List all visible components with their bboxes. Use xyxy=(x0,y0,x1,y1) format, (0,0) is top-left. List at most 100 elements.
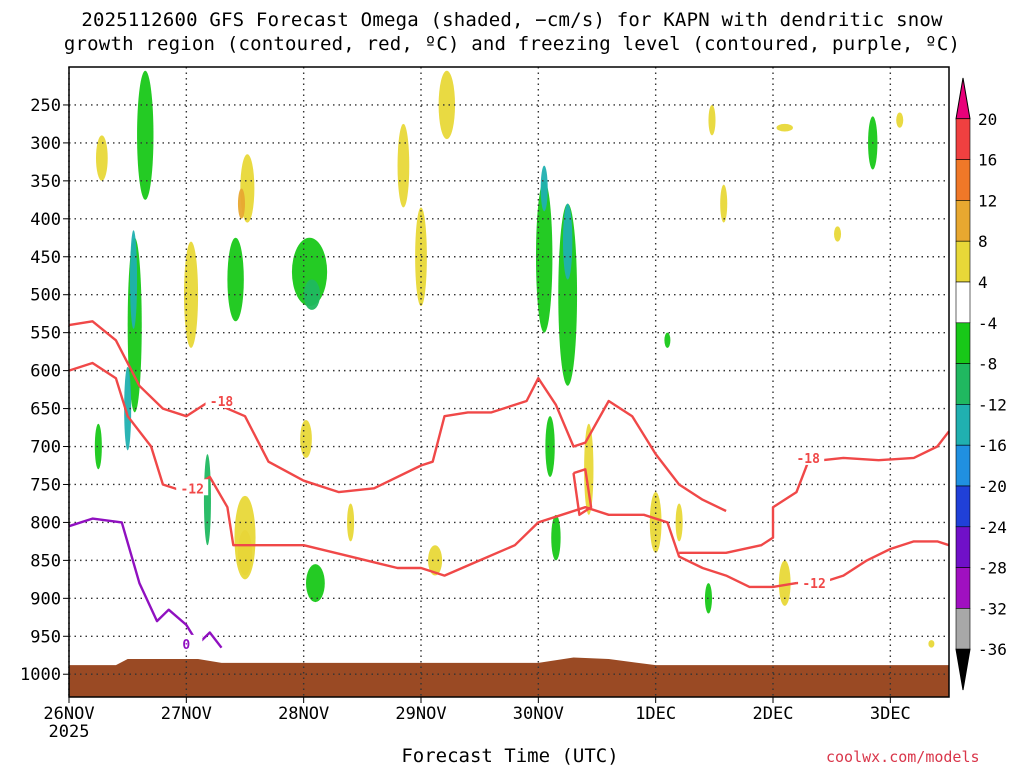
credit-link[interactable]: coolwx.com/models xyxy=(826,748,980,766)
contour-label-bg xyxy=(792,448,825,465)
ground-terrain xyxy=(69,657,949,697)
colorbar-swatch xyxy=(955,485,971,528)
colorbar-label: -8 xyxy=(978,355,997,374)
colorbar-swatch xyxy=(955,567,971,609)
colorbar-swatch xyxy=(955,322,971,364)
colorbar-swatch xyxy=(955,281,971,324)
colorbar-swatch xyxy=(955,608,971,650)
omega-shade-36 xyxy=(776,123,793,132)
chart-title-line2: growth region (contoured, red, ºC) and f… xyxy=(63,33,961,55)
contour-line-3 xyxy=(679,430,950,554)
colorbar-swatch xyxy=(955,444,971,487)
contour-label: -18 xyxy=(210,395,234,410)
y-tick-label: 750 xyxy=(30,475,61,495)
contour-label-bg xyxy=(170,634,203,651)
contour-label: 0 xyxy=(182,638,190,653)
y-tick-label: 250 xyxy=(30,96,61,116)
omega-shade-35 xyxy=(778,560,791,606)
y-tick-label: 400 xyxy=(30,210,61,230)
colorbar-swatch xyxy=(955,200,971,242)
omega-shade-26 xyxy=(545,416,555,477)
omega-shade-15 xyxy=(306,564,325,603)
contour-line-4 xyxy=(572,468,593,516)
x-tick-label: 3DEC xyxy=(870,704,911,724)
omega-shade-25 xyxy=(540,165,548,212)
y-tick-label: 500 xyxy=(30,286,61,306)
colorbar-bottom-arrow xyxy=(955,648,971,691)
omega-shade-28 xyxy=(551,514,561,561)
colorbar-label: -28 xyxy=(978,559,1007,578)
colorbar-label: -32 xyxy=(978,599,1007,618)
colorbar-swatch xyxy=(955,363,971,405)
y-tick-label: 950 xyxy=(30,627,61,647)
x-year-label: 2025 xyxy=(49,722,90,742)
y-tick-label: 850 xyxy=(30,551,61,571)
contour-label-bg xyxy=(205,391,238,408)
colorbar-label: -36 xyxy=(978,640,1007,659)
omega-shade-12 xyxy=(234,495,256,580)
colorbar-swatch xyxy=(955,526,971,568)
y-tick-label: 300 xyxy=(30,134,61,154)
colorbar-label: -16 xyxy=(978,436,1007,455)
omega-shade-23 xyxy=(558,203,578,386)
colorbar-swatch xyxy=(955,118,971,160)
omega-shade-5 xyxy=(94,423,102,470)
omega-shade-10 xyxy=(203,454,211,546)
y-tick-label: 650 xyxy=(30,400,61,420)
omega-shade-30 xyxy=(675,503,683,542)
colorbar-label: 12 xyxy=(978,191,997,210)
colorbar-label: -20 xyxy=(978,477,1007,496)
y-tick-label: 350 xyxy=(30,172,61,192)
omega-shade-6 xyxy=(227,237,244,322)
colorbar-label: -24 xyxy=(978,518,1007,537)
omega-shade-8 xyxy=(237,188,245,219)
y-tick-label: 550 xyxy=(30,324,61,344)
omega-shade-20 xyxy=(428,545,443,576)
x-tick-label: 27NOV xyxy=(161,704,212,724)
plot-area xyxy=(69,67,949,697)
omega-shade-2 xyxy=(130,230,138,329)
omega-shade-40 xyxy=(928,640,935,648)
y-tick-label: 800 xyxy=(30,513,61,533)
contour-label: -12 xyxy=(180,482,203,497)
colorbar-label: 8 xyxy=(978,232,988,251)
y-tick-label: 450 xyxy=(30,248,61,268)
omega-shade-34 xyxy=(720,184,728,223)
x-axis-label: Forecast Time (UTC) xyxy=(401,745,619,767)
x-tick-label: 1DEC xyxy=(635,704,676,724)
contour-line-5 xyxy=(68,517,223,649)
omega-shade-0 xyxy=(137,70,154,200)
omega-shade-19 xyxy=(438,70,456,140)
x-tick-label: 2DEC xyxy=(753,704,794,724)
omega-shade-29 xyxy=(649,492,662,553)
y-tick-label: 900 xyxy=(30,589,61,609)
colorbar-label: 20 xyxy=(978,110,997,129)
omega-shade-37 xyxy=(834,226,842,242)
x-tick-label: 30NOV xyxy=(513,704,564,724)
colorbar-swatch xyxy=(955,404,971,446)
contour-label-bg xyxy=(176,479,209,496)
omega-shade-33 xyxy=(708,104,716,136)
colorbar-label: 4 xyxy=(978,273,988,292)
omega-shade-3 xyxy=(124,366,132,451)
x-tick-label: 26NOV xyxy=(43,704,94,724)
y-tick-label: 1000 xyxy=(20,665,61,685)
colorbar-label: -12 xyxy=(978,395,1007,414)
colorbar-label: -4 xyxy=(978,314,997,333)
omega-shade-24 xyxy=(562,203,573,280)
omega-shade-4 xyxy=(95,135,108,181)
contour-line-0 xyxy=(68,320,727,513)
contour-line-1 xyxy=(68,361,797,589)
omega-shade-39 xyxy=(896,112,904,128)
chart-title: 2025112600 GFS Forecast Omega (shaded, −… xyxy=(0,8,1024,56)
contour-label: -18 xyxy=(796,452,820,467)
colorbar-top-arrow xyxy=(955,77,971,120)
y-tick-label: 600 xyxy=(30,362,61,382)
contour-label: -12 xyxy=(802,577,825,592)
omega-shade-16 xyxy=(300,419,312,458)
colorbar-swatch xyxy=(955,159,971,201)
colorbar-label: 16 xyxy=(978,151,997,170)
omega-shade-17 xyxy=(397,123,410,208)
plot-frame xyxy=(68,66,950,698)
